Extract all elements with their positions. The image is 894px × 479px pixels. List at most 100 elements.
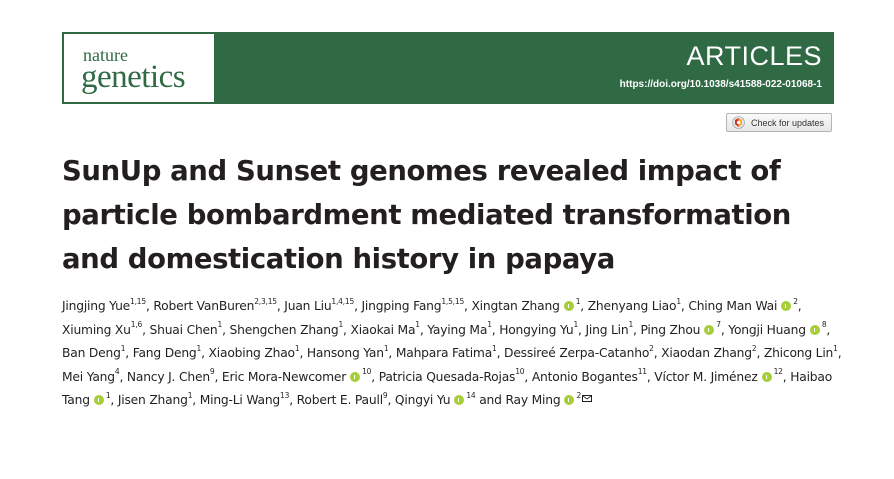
author-affiliation: 1 — [492, 343, 497, 353]
author-name: Xiaodan Zhang — [661, 346, 752, 360]
author[interactable]: Xiuming Xu1,6 — [62, 320, 143, 337]
author[interactable]: Patricia Quesada-Rojas10 — [379, 367, 525, 383]
author[interactable]: Fang Deng1 — [133, 343, 202, 360]
author-affiliation: 1 — [187, 390, 193, 400]
author-affiliation: 1,6 — [130, 320, 143, 330]
author[interactable]: Xiaobing Zhao1 — [209, 343, 300, 360]
author[interactable]: Yongji Huang 8 — [728, 320, 827, 336]
author[interactable]: Qingyi Yu 14 — [395, 390, 476, 407]
author[interactable]: Jingping Fang1,5,15 — [362, 296, 465, 313]
author[interactable]: Xiaokai Ma1 — [350, 320, 420, 337]
author[interactable]: Juan Liu1,4,15 — [284, 296, 355, 313]
author-affiliation: 1 — [487, 320, 492, 330]
author[interactable]: Robert VanBuren2,3,15 — [153, 296, 277, 313]
author-name: Víctor M. Jiménez — [654, 369, 758, 384]
author[interactable]: Mei Yang4 — [62, 367, 120, 383]
author-affiliation: 1 — [196, 343, 202, 353]
author[interactable]: Jisen Zhang1 — [117, 390, 193, 407]
author[interactable]: Ming-Li Wang13 — [200, 390, 290, 407]
journal-header: nature genetics ARTICLES https://doi.org… — [62, 32, 834, 104]
author[interactable]: Jing Lin1 — [585, 320, 634, 336]
author-name: Ban Deng — [62, 346, 121, 360]
author-affiliation: 11 — [637, 367, 647, 377]
author-affiliation: 1 — [217, 320, 223, 330]
author-name: Mahpara Fatima — [395, 346, 493, 360]
author[interactable]: Dessireé Zerpa-Catanho2 — [504, 343, 654, 360]
author[interactable]: Ching Man Wai 2 — [688, 296, 798, 313]
author[interactable]: Ping Zhou 7 — [640, 320, 721, 337]
author[interactable]: Shuai Chen1 — [150, 320, 223, 336]
author-affiliation: 1 — [833, 343, 838, 353]
author-name: Dessireé Zerpa-Catanho — [504, 346, 650, 360]
orcid-icon[interactable] — [93, 395, 104, 405]
author[interactable]: Antonio Bogantes11 — [531, 367, 647, 384]
author[interactable]: Shengchen Zhang1 — [230, 321, 344, 336]
email-icon[interactable] — [582, 395, 593, 402]
author[interactable]: Xiaodan Zhang2 — [661, 343, 757, 360]
author-name: Zhicong Lin — [763, 346, 834, 360]
author-list: Jingjing Yue1,15, Robert VanBuren2,3,15,… — [62, 296, 842, 408]
orcid-icon[interactable] — [563, 301, 574, 311]
orcid-icon[interactable] — [809, 324, 820, 335]
author[interactable]: Haibao Tang 1 — [62, 370, 832, 408]
orcid-icon[interactable] — [781, 301, 792, 311]
author-affiliation: 1 — [294, 343, 300, 353]
check-for-updates-label: Check for updates — [751, 117, 825, 128]
author[interactable]: Zhicong Lin1 — [763, 343, 838, 360]
author[interactable]: Eric Mora-Newcomer 10 — [221, 367, 372, 384]
logo-line-nature: nature — [83, 45, 128, 65]
author-affiliation: 7 — [716, 320, 721, 330]
author[interactable]: Víctor M. Jiménez 12 — [654, 368, 783, 384]
author[interactable]: Zhenyang Liao1 — [587, 298, 681, 313]
section-label: ARTICLES — [686, 41, 822, 71]
author-name: Xiuming Xu — [62, 322, 131, 337]
author-name: Eric Mora-Newcomer — [221, 369, 347, 384]
author-affiliation: 1 — [105, 390, 111, 400]
author[interactable]: Hongying Yu1 — [499, 321, 578, 336]
author-name: Robert VanBuren — [153, 299, 255, 313]
author-name: Yaying Ma — [427, 322, 488, 337]
author-affiliation: 2 — [751, 343, 757, 353]
orcid-icon[interactable] — [350, 371, 361, 382]
doi-link[interactable]: https://doi.org/10.1038/s41588-022-01068… — [619, 79, 822, 90]
author[interactable]: Mahpara Fatima1 — [395, 343, 497, 360]
orcid-icon[interactable] — [454, 395, 465, 405]
author[interactable]: Ban Deng1 — [62, 345, 125, 360]
author-affiliation: 8 — [821, 320, 827, 330]
author[interactable]: Nancy J. Chen9 — [127, 367, 215, 383]
author-name: Xiaokai Ma — [350, 322, 416, 337]
author-name: Ching Man Wai — [688, 299, 778, 313]
author-affiliation: 1,4,15 — [331, 296, 355, 306]
author-affiliation: 14 — [466, 390, 476, 400]
author-affiliation: 13 — [280, 390, 290, 400]
author-name: Antonio Bogantes — [531, 369, 638, 384]
author[interactable]: Ray Ming 2 — [505, 392, 593, 407]
logo-line-genetics: genetics — [81, 59, 186, 95]
author[interactable]: Jingjing Yue1,15 — [62, 296, 146, 313]
orcid-icon[interactable] — [761, 371, 772, 382]
author-affiliation: 1 — [415, 320, 420, 330]
author-affiliation: 1,15 — [130, 296, 146, 306]
author-affiliation: 2 — [793, 296, 798, 306]
author-name: Ping Zhou — [640, 322, 701, 337]
author-affiliation: 10 — [362, 367, 372, 377]
author-name: Haibao Tang — [62, 369, 833, 408]
author-affiliation: 2 — [649, 343, 654, 353]
check-for-updates-button[interactable]: Check for updates — [726, 113, 832, 132]
orcid-icon[interactable] — [564, 395, 575, 405]
author-affiliation: 1 — [628, 320, 634, 330]
author-affiliation: 2,3,15 — [254, 296, 277, 306]
author-name: Jisen Zhang — [117, 393, 188, 407]
author-name: Hansong Yan — [306, 346, 384, 360]
author[interactable]: Hansong Yan1 — [306, 345, 389, 360]
orcid-icon[interactable] — [704, 324, 715, 335]
author[interactable]: Xingtan Zhang 1 — [471, 298, 580, 313]
author-affiliation: 10 — [515, 367, 525, 377]
author[interactable]: Robert E. Paull9 — [297, 392, 388, 407]
author-affiliation: 9 — [209, 367, 215, 377]
journal-logo[interactable]: nature genetics — [64, 34, 214, 102]
author[interactable]: Yaying Ma1 — [427, 320, 492, 337]
author-name: Zhenyang Liao — [587, 299, 677, 313]
author-affiliation: 4 — [114, 367, 120, 377]
author-affiliation: 1,5,15 — [441, 296, 465, 306]
